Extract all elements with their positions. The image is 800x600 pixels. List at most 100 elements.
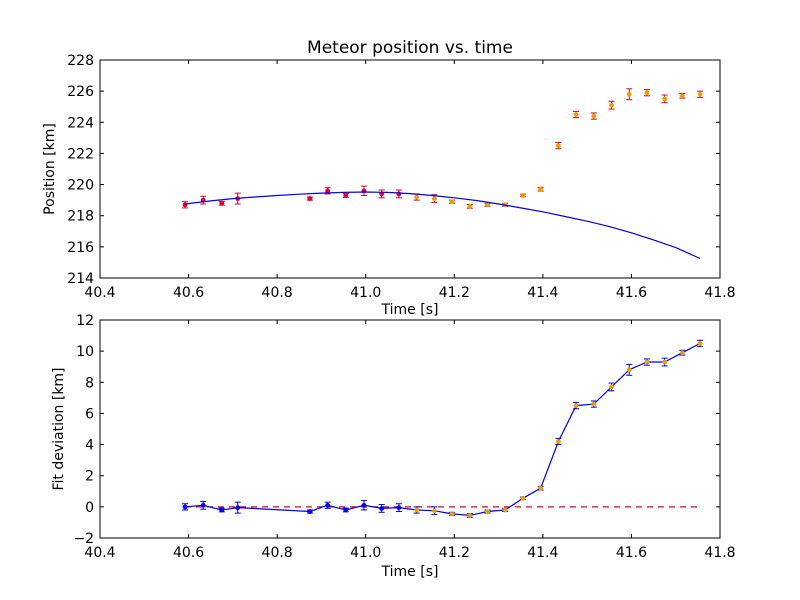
point-marker <box>520 193 526 198</box>
point-marker <box>555 143 561 149</box>
point-marker <box>679 93 685 99</box>
deviation-plot-marks <box>182 339 704 518</box>
deviation-plot-data-point <box>590 400 597 408</box>
deviation-plot-x-tick-label: 40.8 <box>262 545 293 561</box>
point-marker <box>538 485 544 491</box>
position-plot-data-point <box>218 200 225 206</box>
position-plot-data-point <box>519 193 526 198</box>
position-plot-y-tick-label: 226 <box>67 84 94 100</box>
position-plot-y-tick-label: 224 <box>67 115 94 131</box>
deviation-plot-frame <box>99 319 721 539</box>
position-plot-y-tick-label: 214 <box>67 271 94 287</box>
point-marker <box>679 350 685 356</box>
deviation-plot-data-point <box>537 485 544 491</box>
position-plot-data-point <box>342 193 349 198</box>
deviation-plot-data-point <box>502 507 509 513</box>
position-plot-data-point <box>608 100 615 110</box>
position-plot-data-point <box>643 89 650 97</box>
deviation-plot: 40.4 40.6 40.8 41.0 41.2 41.4 41.6 41.8 −2 0 2 4 6 8 1… <box>51 313 736 580</box>
deviation-plot-y-tick-label: 8 <box>85 375 94 391</box>
deviation-plot-y-tick-label: 6 <box>85 406 94 422</box>
point-marker <box>626 91 632 97</box>
point-marker <box>307 196 313 202</box>
deviation-plot-data-point <box>413 506 420 514</box>
deviation-plot-x-tick-label: 41.4 <box>527 545 558 561</box>
deviation-plot-y-tick-label: 4 <box>85 438 94 454</box>
deviation-plot-data-point <box>182 503 189 511</box>
position-plot-data-point <box>306 196 313 202</box>
deviation-plot-data-point <box>626 363 633 376</box>
deviation-plot-data-point <box>679 349 686 356</box>
point-marker <box>538 186 544 192</box>
deviation-plot-data-point <box>360 500 367 511</box>
point-marker <box>361 502 367 508</box>
position-plot-x-tick-label: 41.8 <box>704 285 735 301</box>
position-plot-x-tick-label: 41.6 <box>616 285 647 301</box>
deviation-plot-x-axis-label: Time [s] <box>381 564 439 580</box>
deviation-plot-data-point <box>466 512 473 518</box>
deviation-plot-data-point <box>661 357 668 367</box>
point-marker <box>200 502 206 508</box>
position-plot-data-point <box>555 142 562 150</box>
deviation-plot-data-point <box>218 507 225 513</box>
point-marker <box>343 507 349 513</box>
point-marker <box>467 203 473 209</box>
point-marker <box>449 511 455 517</box>
deviation-plot-y-axis-label: Fit deviation [km] <box>51 367 67 490</box>
deviation-plot-data-point <box>234 501 241 514</box>
deviation-plot-x-tick-label: 41.0 <box>350 545 381 561</box>
point-marker <box>182 504 188 510</box>
position-plot-y-tick-label: 222 <box>67 146 94 162</box>
deviation-plot-y-tick-label: 2 <box>85 469 94 485</box>
position-plot-data-point <box>661 94 668 104</box>
position-plot-data-point <box>573 110 580 119</box>
point-marker <box>697 91 703 97</box>
point-marker <box>431 196 437 202</box>
deviation-plot-x-tick-label: 40.4 <box>84 545 115 561</box>
position-plot-marks <box>182 88 704 260</box>
point-marker <box>449 199 455 205</box>
deviation-plot-y-tick-label: 0 <box>85 500 94 516</box>
position-plot: Meteor position vs. time 40.4 40.6 40.8 41.… <box>42 38 736 318</box>
position-plot-y-tick-label: 218 <box>67 209 94 225</box>
point-marker <box>591 401 597 407</box>
position-plot-data-point <box>697 90 704 98</box>
position-plot-series-2-line <box>184 191 701 260</box>
position-plot-x-tick-label: 40.6 <box>173 285 204 301</box>
deviation-plot-data-point <box>342 507 349 513</box>
point-marker <box>343 193 349 198</box>
point-marker <box>644 359 650 365</box>
deviation-plot-y-tick-label: 10 <box>76 344 94 360</box>
point-marker <box>325 502 331 508</box>
deviation-plot-x-tick-label: 41.2 <box>439 545 470 561</box>
point-marker <box>414 507 420 513</box>
position-plot-x-tick-label: 40.8 <box>262 285 293 301</box>
deviation-plot-data-point <box>378 504 385 513</box>
deviation-plot-x-tick-label: 40.6 <box>173 545 204 561</box>
position-plot-x-tick-label: 41.0 <box>350 285 381 301</box>
deviation-plot-data-point <box>608 382 615 392</box>
point-marker <box>520 495 526 501</box>
position-plot-frame <box>99 59 721 279</box>
position-plot-data-point <box>466 203 473 209</box>
deviation-plot-data-point <box>484 509 491 514</box>
position-plot-title: Meteor position vs. time <box>307 38 513 58</box>
point-marker <box>609 102 614 108</box>
point-marker <box>573 403 579 409</box>
position-plot-data-point <box>431 194 438 203</box>
deviation-plot-data-point <box>200 500 207 510</box>
position-plot-x-tick-label: 41.2 <box>439 285 470 301</box>
position-plot-x-axis-label: Time [s] <box>381 302 439 318</box>
position-plot-y-tick-label: 228 <box>67 53 94 69</box>
deviation-plot-x-tick-label: 41.6 <box>616 545 647 561</box>
deviation-plot-data-point <box>306 509 313 514</box>
point-marker <box>485 509 490 514</box>
point-marker <box>235 505 241 511</box>
point-marker <box>379 505 385 511</box>
point-marker <box>485 202 490 208</box>
deviation-plot-data-point <box>697 339 704 347</box>
point-marker <box>662 96 668 102</box>
point-marker <box>467 512 473 518</box>
